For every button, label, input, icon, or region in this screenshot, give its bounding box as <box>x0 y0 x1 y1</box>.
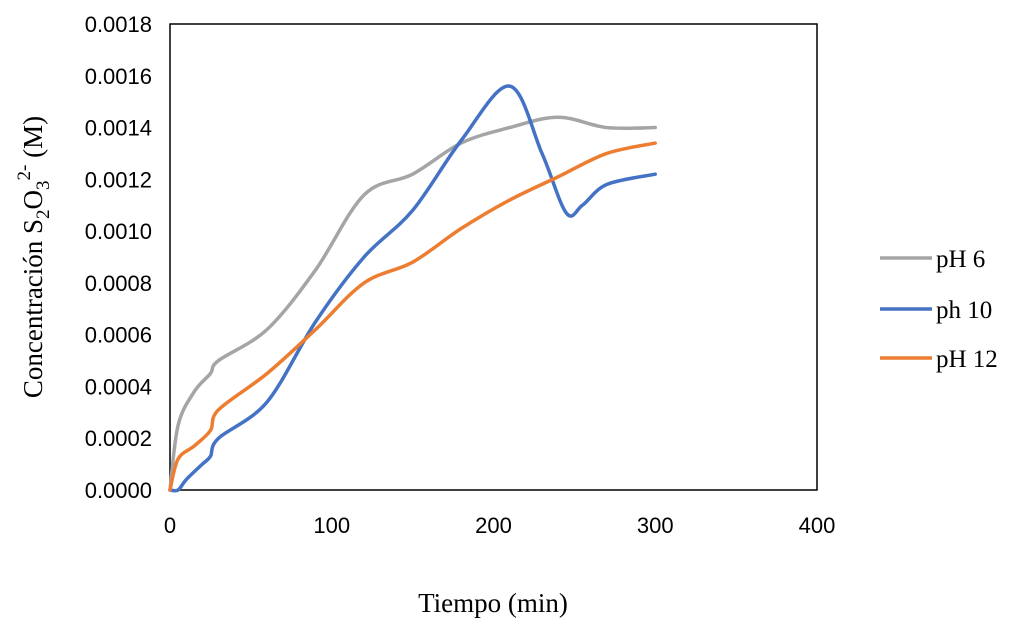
x-axis-title: Tiempo (min) <box>418 588 568 618</box>
series-lines <box>168 84 657 493</box>
legend-item-ph10: ph 10 <box>880 297 992 324</box>
y-tick-label: 0.0012 <box>85 167 152 192</box>
x-tick-label: 100 <box>313 513 350 538</box>
legend-item-ph12: pH 12 <box>880 346 998 373</box>
y-tick-label: 0.0016 <box>85 64 152 89</box>
legend-label-ph6: pH 6 <box>936 246 985 273</box>
legend-label-ph10: ph 10 <box>936 297 992 324</box>
y-tick-label: 0.0002 <box>85 426 152 451</box>
x-tick-label: 400 <box>799 513 836 538</box>
plot-area-frame <box>169 23 818 491</box>
legend-item-ph6: pH 6 <box>880 246 985 273</box>
y-axis-title-mid: O <box>18 190 48 210</box>
y-axis-title: Concentración S2O32- (M) <box>14 116 54 398</box>
y-axis-title-superscript: 2- <box>14 165 35 181</box>
legend-label-ph12: pH 12 <box>936 346 998 373</box>
y-tick-label: 0.0008 <box>85 271 152 296</box>
series-line-ph10 <box>168 84 657 493</box>
y-tick-label: 0.0010 <box>85 219 152 244</box>
x-tick-label: 300 <box>637 513 674 538</box>
x-axis-tick-labels: 0 100 200 300 400 <box>164 513 835 538</box>
y-tick-label: 0.0014 <box>85 116 152 141</box>
y-axis-tick-labels: 0.0000 0.0002 0.0004 0.0006 0.0008 0.0010 0.00… <box>85 12 152 503</box>
series-line-ph6 <box>168 115 657 492</box>
legend: pH 6 ph 10 pH 12 <box>880 246 998 373</box>
x-tick-label: 200 <box>475 513 512 538</box>
y-axis-title-unit: (M) <box>18 116 48 165</box>
y-tick-label: 0.0000 <box>85 478 152 503</box>
x-tick-label: 0 <box>164 513 176 538</box>
y-axis-title-subscript-2: 3 <box>33 180 54 190</box>
series-line-ph12 <box>168 141 657 492</box>
y-tick-label: 0.0004 <box>85 374 152 399</box>
y-tick-label: 0.0018 <box>85 12 152 37</box>
y-tick-label: 0.0006 <box>85 323 152 348</box>
y-axis-title-main: Concentración S <box>18 219 48 398</box>
y-axis-title-subscript-1: 2 <box>33 209 54 219</box>
